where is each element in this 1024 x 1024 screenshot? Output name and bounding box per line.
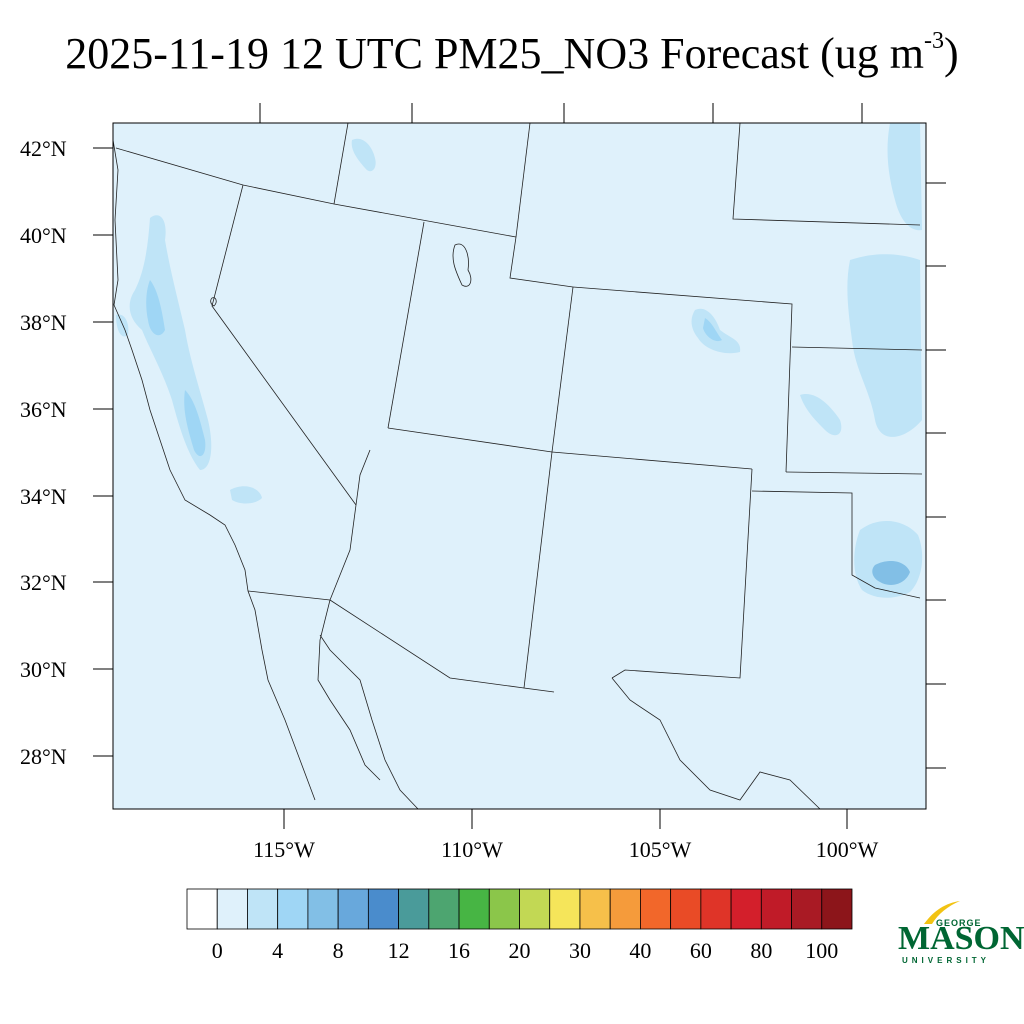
colorbar-labels: 0 4 8 12 16 20 30 40 60 80 100 <box>212 938 839 963</box>
logo-line2: MASON <box>898 920 1024 957</box>
az-river-border <box>329 449 371 601</box>
tick-marks <box>93 103 946 829</box>
colorbar-swatch <box>367 888 399 930</box>
colorbar-label: 0 <box>212 938 223 963</box>
lat-label: 30°N <box>20 657 67 682</box>
colorbar-swatch <box>519 888 551 930</box>
patch-texas <box>854 520 923 598</box>
colorbar-swatch <box>670 888 702 930</box>
patch-colorado-core <box>703 318 722 342</box>
logo-line1: GEORGE <box>936 918 982 928</box>
title-close: ) <box>944 29 959 78</box>
lat-label: 28°N <box>20 744 67 769</box>
baja-gulf-coast <box>319 634 419 810</box>
colorbar-swatch <box>247 888 279 930</box>
lon-label: 105°W <box>629 837 692 862</box>
logo-swoosh-icon <box>924 901 960 924</box>
colorbar-swatch <box>398 888 430 930</box>
lat-label: 38°N <box>20 310 67 335</box>
colorbar-swatch <box>428 888 460 930</box>
ut-wy-border <box>509 236 574 288</box>
colorbar-label: 16 <box>448 938 470 963</box>
longitude-labels: 115°W 110°W 105°W 100°W <box>253 837 878 862</box>
colorbar-swatch <box>609 888 641 930</box>
co-north <box>572 286 793 473</box>
gmu-logo: GEORGE MASON UNIVERSITY <box>892 900 1024 970</box>
colorbar-swatch <box>186 888 218 930</box>
title-exponent: -3 <box>924 28 945 54</box>
title-text: 2025-11-19 12 UTC PM25_NO3 Forecast (ug … <box>65 29 925 78</box>
patch-sierra-core <box>184 390 206 457</box>
colorbar-swatch <box>730 888 762 930</box>
lat-label: 32°N <box>20 570 67 595</box>
patch-plains-streaks <box>800 394 842 436</box>
colorbar-swatch <box>791 888 823 930</box>
chart-title: 2025-11-19 12 UTC PM25_NO3 Forecast (ug … <box>0 28 1024 79</box>
ne-ks-border <box>791 346 923 351</box>
patch-plains-mid <box>847 254 922 437</box>
map-background <box>113 123 926 809</box>
colorbar-swatch <box>277 888 309 930</box>
colorbar-swatch <box>216 888 248 930</box>
patch-plains-north <box>887 123 922 231</box>
colorbar-swatch <box>579 888 611 930</box>
colorbar-label: 100 <box>805 938 838 963</box>
logo-line3: UNIVERSITY <box>902 956 991 965</box>
latitude-labels: 42°N 40°N 38°N 36°N 34°N 32°N 30°N 28°N <box>20 136 67 769</box>
patch-socal <box>230 486 262 504</box>
wy-border-north <box>515 122 531 238</box>
colorbar-swatch <box>488 888 520 930</box>
ca-mexico-border <box>247 590 331 601</box>
lake-tahoe <box>210 297 217 307</box>
colorbar-swatch <box>760 888 792 930</box>
colorbar-swatch <box>458 888 490 930</box>
lon-label: 100°W <box>816 837 879 862</box>
map-frame <box>112 122 927 810</box>
colorbar-label: 8 <box>333 938 344 963</box>
colorbar-label: 60 <box>690 938 712 963</box>
ut-co-border <box>551 286 574 453</box>
ok-tx-border <box>751 490 921 599</box>
colorbar-label: 12 <box>388 938 410 963</box>
lat-label: 40°N <box>20 223 67 248</box>
great-salt-lake <box>452 243 472 287</box>
rio-grande <box>611 677 821 810</box>
az-mexico-border <box>329 599 525 689</box>
patch-idaho <box>351 138 376 172</box>
nv-ut-border <box>387 221 425 429</box>
lat-label: 42°N <box>20 136 67 161</box>
ca-nv-border <box>211 184 357 506</box>
concentration-patches <box>116 123 923 598</box>
lon-label: 110°W <box>441 837 503 862</box>
patch-central-valley <box>146 280 165 336</box>
gulf-mainland-coast <box>317 599 381 781</box>
lat-label: 36°N <box>20 397 67 422</box>
colorbar <box>186 888 853 930</box>
colorbar-label: 30 <box>569 938 591 963</box>
colorbar-label: 40 <box>629 938 651 963</box>
lon-label: 115°W <box>253 837 315 862</box>
colorbar-swatch <box>640 888 672 930</box>
or-ca-nv-border <box>115 147 517 238</box>
colorbar-label: 20 <box>509 938 531 963</box>
pacific-coastline <box>112 139 316 801</box>
lat-label: 34°N <box>20 484 67 509</box>
ks-ok-border <box>785 471 923 475</box>
nm-border <box>611 468 753 679</box>
colorbar-swatch <box>337 888 369 930</box>
colorbar-label: 80 <box>750 938 772 963</box>
id-wy-border <box>333 122 349 205</box>
colorbar-swatch <box>307 888 339 930</box>
patch-texas-core <box>872 560 910 585</box>
colorbar-swatch <box>700 888 732 930</box>
wy-ne-border <box>732 122 921 226</box>
colorbar-swatch <box>549 888 581 930</box>
boundaries <box>112 122 923 810</box>
colorbar-label: 4 <box>272 938 283 963</box>
colorbar-swatch <box>821 888 853 930</box>
